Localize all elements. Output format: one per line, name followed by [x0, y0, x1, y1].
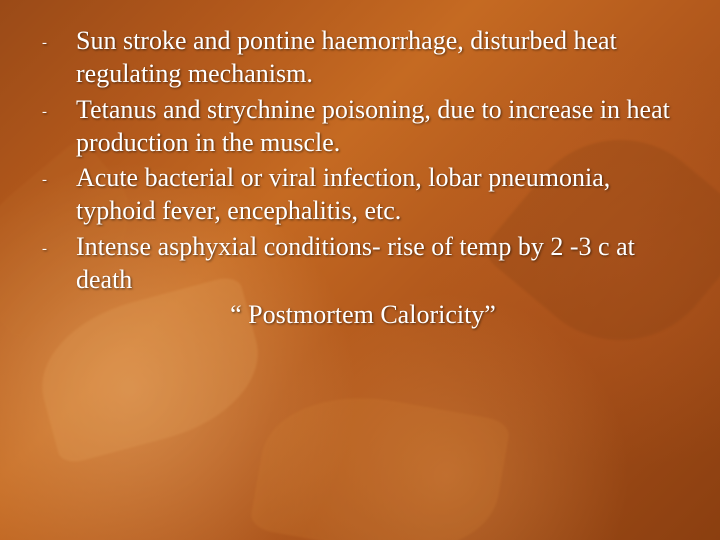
decorative-leaf — [249, 380, 511, 540]
slide-content: Sun stroke and pontine haemorrhage, dist… — [34, 24, 692, 332]
list-item: Acute bacterial or viral infection, loba… — [34, 161, 692, 228]
bullet-text: Sun stroke and pontine haemorrhage, dist… — [76, 26, 617, 88]
bullet-text: Tetanus and strychnine poisoning, due to… — [76, 95, 670, 157]
slide: Sun stroke and pontine haemorrhage, dist… — [0, 0, 720, 540]
list-item: Intense asphyxial conditions- rise of te… — [34, 230, 692, 297]
list-item: Tetanus and strychnine poisoning, due to… — [34, 93, 692, 160]
bullet-list: Sun stroke and pontine haemorrhage, dist… — [34, 24, 692, 296]
closing-line: “ Postmortem Caloricity” — [34, 298, 692, 332]
bullet-text: Intense asphyxial conditions- rise of te… — [76, 232, 635, 294]
list-item: Sun stroke and pontine haemorrhage, dist… — [34, 24, 692, 91]
bullet-text: Acute bacterial or viral infection, loba… — [76, 163, 610, 225]
